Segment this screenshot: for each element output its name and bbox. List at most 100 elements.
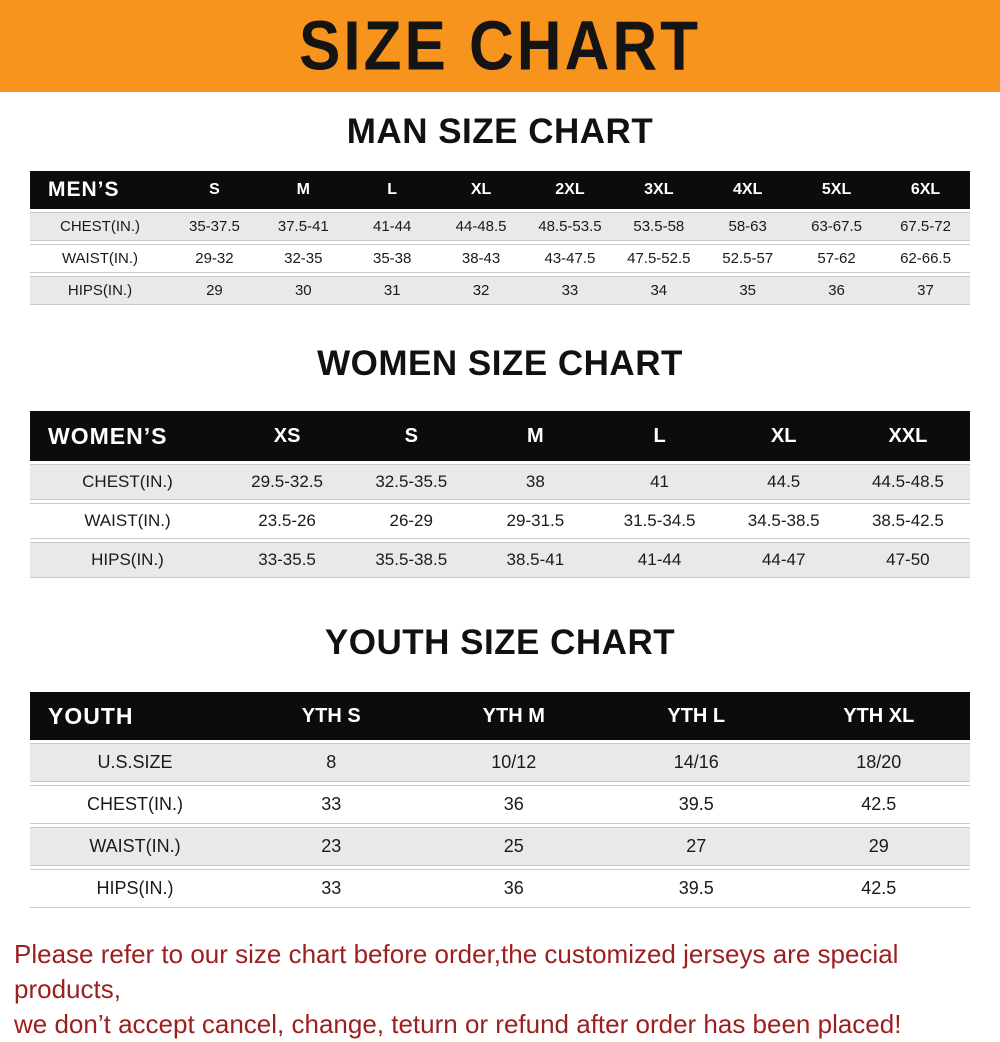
size-value-cell: 36 — [792, 276, 881, 305]
size-table-row: WAIST(IN.) 23.5-26 26-29 29-31.5 31.5-34.5 34… — [30, 503, 970, 539]
size-value-cell: 23 — [240, 827, 423, 866]
women-size-table: WOMEN’S XS S M L XL XXL CHEST(IN.) 29.5-32.5 32.5… — [30, 408, 970, 581]
size-value-cell: 31 — [347, 276, 437, 305]
table-corner-label: MEN’S — [30, 171, 170, 209]
size-value-cell: 67.5-72 — [881, 212, 970, 241]
size-value-cell: 63-67.5 — [792, 212, 881, 241]
size-value-cell: 44.5-48.5 — [845, 464, 970, 500]
size-value-cell: 47.5-52.5 — [614, 244, 704, 273]
size-value-cell: 38.5-41 — [473, 542, 598, 578]
notice-line-1: Please refer to our size chart before or… — [14, 939, 899, 1005]
size-table-row: U.S.SIZE 8 10/12 14/16 18/20 — [30, 743, 970, 782]
measurement-row-label: HIPS(IN.) — [30, 869, 240, 908]
size-column-header: L — [347, 171, 437, 209]
size-column-header: 6XL — [881, 171, 970, 209]
size-column-header: XXL — [845, 411, 970, 461]
measurement-row-label: WAIST(IN.) — [30, 244, 170, 273]
size-value-cell: 62-66.5 — [881, 244, 970, 273]
measurement-row-label: WAIST(IN.) — [30, 503, 225, 539]
size-value-cell: 34 — [614, 276, 704, 305]
size-column-header: YTH L — [605, 692, 788, 740]
size-value-cell: 14/16 — [605, 743, 788, 782]
size-value-cell: 53.5-58 — [614, 212, 704, 241]
size-value-cell: 35.5-38.5 — [349, 542, 474, 578]
size-value-cell: 41-44 — [347, 212, 437, 241]
measurement-row-label: HIPS(IN.) — [30, 542, 225, 578]
size-value-cell: 34.5-38.5 — [721, 503, 846, 539]
measurement-row-label: CHEST(IN.) — [30, 785, 240, 824]
size-column-header: S — [349, 411, 474, 461]
size-table-row: CHEST(IN.) 35-37.5 37.5-41 41-44 44-48.5 48.5… — [30, 212, 970, 241]
size-value-cell: 39.5 — [605, 785, 788, 824]
size-value-cell: 44-47 — [721, 542, 846, 578]
size-column-header: 2XL — [525, 171, 615, 209]
youth-size-table: YOUTH YTH S YTH M YTH L YTH XL U.S.SIZE 8 10/12… — [30, 689, 970, 911]
size-value-cell: 23.5-26 — [225, 503, 350, 539]
size-value-cell: 44.5 — [721, 464, 846, 500]
size-column-header: 3XL — [614, 171, 704, 209]
size-value-cell: 32-35 — [258, 244, 348, 273]
table-corner-label: YOUTH — [30, 692, 240, 740]
size-value-cell: 42.5 — [787, 869, 970, 908]
size-value-cell: 36 — [422, 869, 605, 908]
page-title: SIZE CHART — [299, 7, 701, 85]
size-value-cell: 35 — [703, 276, 793, 305]
measurement-row-label: CHEST(IN.) — [30, 212, 170, 241]
size-value-cell: 38 — [473, 464, 598, 500]
order-notice: Please refer to our size chart before or… — [0, 937, 1000, 1042]
size-value-cell: 33-35.5 — [225, 542, 350, 578]
youth-size-chart-section: YOUTH SIZE CHART YOUTH YTH S YTH M YTH L YTH… — [0, 623, 1000, 911]
size-value-cell: 38-43 — [436, 244, 526, 273]
size-value-cell: 29 — [170, 276, 259, 305]
size-column-header: M — [258, 171, 348, 209]
size-value-cell: 38.5-42.5 — [845, 503, 970, 539]
size-column-header: YTH S — [240, 692, 423, 740]
size-value-cell: 47-50 — [845, 542, 970, 578]
size-value-cell: 33 — [240, 869, 423, 908]
size-value-cell: 41-44 — [597, 542, 722, 578]
size-table-row: WAIST(IN.) 23 25 27 29 — [30, 827, 970, 866]
size-value-cell: 58-63 — [703, 212, 793, 241]
man-size-chart-section: MAN SIZE CHART MEN’S S M L XL 2XL 3XL 4XL 5XL 6XL… — [0, 112, 1000, 308]
size-column-header: XL — [436, 171, 526, 209]
women-size-chart-heading: WOMEN SIZE CHART — [317, 344, 683, 383]
size-value-cell: 44-48.5 — [436, 212, 526, 241]
size-table-row: CHEST(IN.) 33 36 39.5 42.5 — [30, 785, 970, 824]
size-value-cell: 29-31.5 — [473, 503, 598, 539]
size-value-cell: 32.5-35.5 — [349, 464, 474, 500]
size-value-cell: 8 — [240, 743, 423, 782]
size-value-cell: 18/20 — [787, 743, 970, 782]
size-column-header: YTH XL — [787, 692, 970, 740]
size-value-cell: 35-38 — [347, 244, 437, 273]
measurement-row-label: HIPS(IN.) — [30, 276, 170, 305]
size-value-cell: 27 — [605, 827, 788, 866]
size-value-cell: 39.5 — [605, 869, 788, 908]
size-value-cell: 48.5-53.5 — [525, 212, 615, 241]
size-table-row: WAIST(IN.) 29-32 32-35 35-38 38-43 43-47.5 47.… — [30, 244, 970, 273]
size-value-cell: 29 — [787, 827, 970, 866]
women-size-chart-section: WOMEN SIZE CHART WOMEN’S XS S M L XL XXL CHEST(… — [0, 344, 1000, 581]
size-value-cell: 35-37.5 — [170, 212, 259, 241]
size-column-header: 4XL — [703, 171, 793, 209]
size-column-header: XS — [225, 411, 350, 461]
size-table-row: HIPS(IN.) 33-35.5 35.5-38.5 38.5-41 41-44 44-… — [30, 542, 970, 578]
size-value-cell: 36 — [422, 785, 605, 824]
man-size-table: MEN’S S M L XL 2XL 3XL 4XL 5XL 6XL CHEST(IN.) 35-37… — [30, 168, 970, 308]
size-table-row: HIPS(IN.) 33 36 39.5 42.5 — [30, 869, 970, 908]
size-value-cell: 57-62 — [792, 244, 881, 273]
size-value-cell: 25 — [422, 827, 605, 866]
size-column-header: M — [473, 411, 598, 461]
size-value-cell: 30 — [258, 276, 348, 305]
size-column-header: 5XL — [792, 171, 881, 209]
size-chart-banner: SIZE CHART — [0, 0, 1000, 92]
size-value-cell: 52.5-57 — [703, 244, 793, 273]
size-value-cell: 37.5-41 — [258, 212, 348, 241]
size-value-cell: 33 — [525, 276, 615, 305]
measurement-row-label: CHEST(IN.) — [30, 464, 225, 500]
size-value-cell: 29-32 — [170, 244, 259, 273]
size-column-header: YTH M — [422, 692, 605, 740]
size-value-cell: 26-29 — [349, 503, 474, 539]
size-value-cell: 41 — [597, 464, 722, 500]
size-value-cell: 42.5 — [787, 785, 970, 824]
size-value-cell: 10/12 — [422, 743, 605, 782]
